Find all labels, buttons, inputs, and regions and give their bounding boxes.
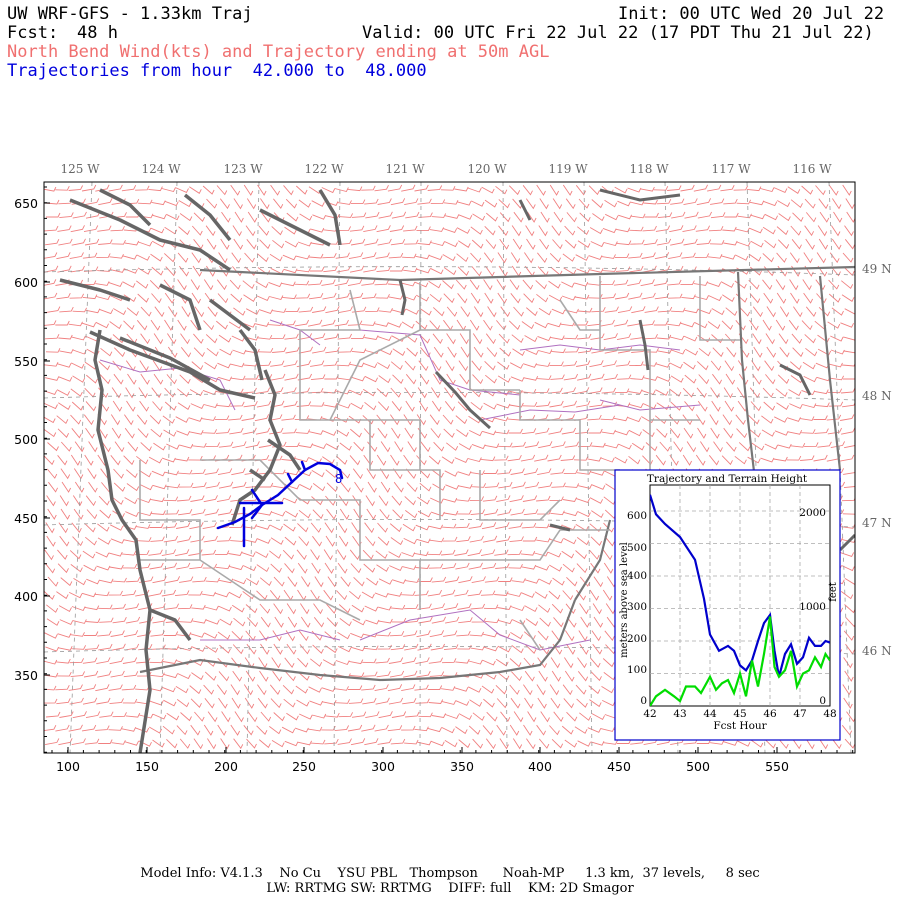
inset-left-tick: 100 xyxy=(627,664,647,676)
inset-title: Trajectory and Terrain Height xyxy=(647,473,808,485)
inset-right-axis-title: feet xyxy=(828,582,839,602)
longitude-label: 119 W xyxy=(548,162,588,176)
longitude-label: 120 W xyxy=(467,162,507,176)
inset-right-tick: 1000 xyxy=(799,601,826,613)
latitude-label: 47 N xyxy=(862,516,892,530)
longitude-label: 125 W xyxy=(60,162,100,176)
longitude-label: 124 W xyxy=(141,162,181,176)
x-axis-label: 100 xyxy=(56,759,80,774)
inset-x-tick: 47 xyxy=(793,708,806,720)
longitude-label: 123 W xyxy=(223,162,263,176)
y-axis-label: 650 xyxy=(14,196,38,211)
longitude-label: 121 W xyxy=(385,162,425,176)
x-axis-label: 500 xyxy=(686,759,710,774)
inset-x-axis-title: Fcst Hour xyxy=(713,720,767,732)
model-info-line2: LW: RRTMG SW: RRTMG DIFF: full KM: 2D Sm… xyxy=(0,881,900,896)
inset-x-tick: 45 xyxy=(733,708,746,720)
inset-right-tick: 0 xyxy=(819,695,826,707)
y-axis-label: 600 xyxy=(14,275,38,290)
inset-left-tick: 600 xyxy=(627,510,647,522)
longitude-label: 116 W xyxy=(792,162,832,176)
x-axis-label: 350 xyxy=(450,759,474,774)
y-axis-label: 550 xyxy=(14,354,38,369)
longitude-label: 118 W xyxy=(629,162,669,176)
x-axis-label: 450 xyxy=(607,759,631,774)
inset-right-tick: 2000 xyxy=(799,507,826,519)
trajectory-terrain-inset: Trajectory and Terrain Height 600 500 40… xyxy=(615,470,840,740)
y-axis-label: 500 xyxy=(14,432,38,447)
y-axis-label: 450 xyxy=(14,511,38,526)
inset-x-tick: 43 xyxy=(673,708,686,720)
y-axis-label: 350 xyxy=(14,668,38,683)
x-axis-label: 300 xyxy=(371,759,395,774)
latitude-label: 48 N xyxy=(862,389,892,403)
inset-x-tick: 42 xyxy=(643,708,656,720)
x-axis-label: 250 xyxy=(292,759,316,774)
trajectory-hour-label: 8 xyxy=(335,472,342,486)
longitude-label: 122 W xyxy=(304,162,344,176)
inset-x-tick: 48 xyxy=(823,708,836,720)
inset-left-axis-title: meters above sea level xyxy=(619,542,630,658)
latitude-label: 46 N xyxy=(862,644,892,658)
x-axis-label: 200 xyxy=(214,759,238,774)
y-axis-label: 400 xyxy=(14,589,38,604)
x-axis-label: 150 xyxy=(135,759,159,774)
inset-x-tick: 46 xyxy=(763,708,777,720)
latitude-label: 49 N xyxy=(862,262,892,276)
x-axis-label: 550 xyxy=(765,759,789,774)
longitude-label: 117 W xyxy=(711,162,751,176)
x-axis-label: 400 xyxy=(528,759,552,774)
inset-left-tick: 0 xyxy=(640,695,647,707)
inset-x-tick: 44 xyxy=(703,708,717,720)
model-info-line1: Model Info: V4.1.3 No Cu YSU PBL Thompso… xyxy=(0,866,900,881)
